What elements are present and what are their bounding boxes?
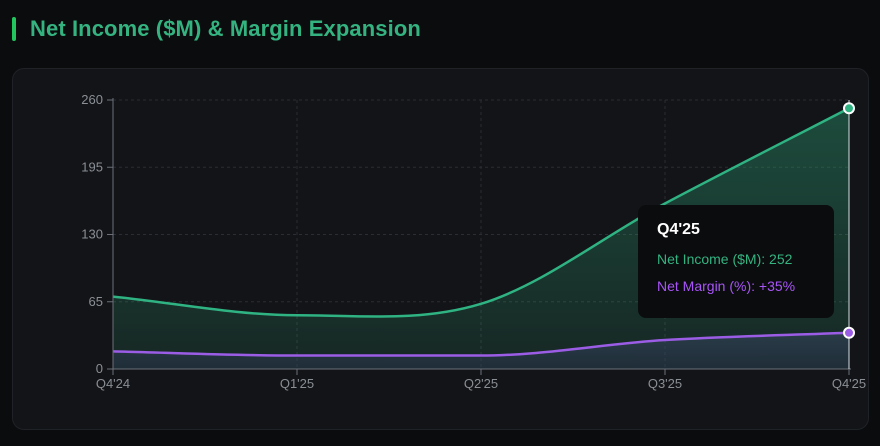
tooltip-title: Q4'25 (657, 221, 700, 238)
tooltip-income-row: Net Income ($M): 252 (657, 251, 793, 267)
chart-tooltip: Q4'25 Net Income ($M): 252 Net Margin (%… (638, 205, 834, 318)
y-tick-label: 65 (89, 294, 103, 309)
y-tick-label: 0 (96, 361, 103, 376)
tooltip-margin-row: Net Margin (%): +35% (657, 278, 796, 294)
tooltip-income-value: 252 (769, 251, 793, 267)
x-tick-label: Q1'25 (280, 376, 314, 391)
margin-line (112, 331, 850, 357)
tooltip-margin-label: Net Margin (%) (657, 278, 752, 294)
x-tick-label: Q4'25 (832, 376, 866, 391)
tooltip-income-label: Net Income ($M) (657, 251, 762, 267)
x-tick-label: Q2'25 (464, 376, 498, 391)
x-tick-label: Q4'24 (96, 376, 130, 391)
income-active-dot (843, 102, 855, 115)
title-accent-bar (12, 17, 16, 41)
y-tick-label: 130 (81, 227, 103, 242)
y-tick-label: 260 (81, 92, 103, 107)
y-tick-label: 195 (81, 159, 103, 174)
chart-title: Net Income ($M) & Margin Expansion (30, 16, 421, 41)
x-tick-label: Q3'25 (648, 376, 682, 391)
margin-area (113, 332, 849, 369)
tooltip-margin-value: +35% (758, 278, 796, 294)
chart-header: Net Income ($M) & Margin Expansion (12, 16, 421, 42)
margin-active-dot (843, 326, 855, 339)
income-line (112, 107, 850, 318)
